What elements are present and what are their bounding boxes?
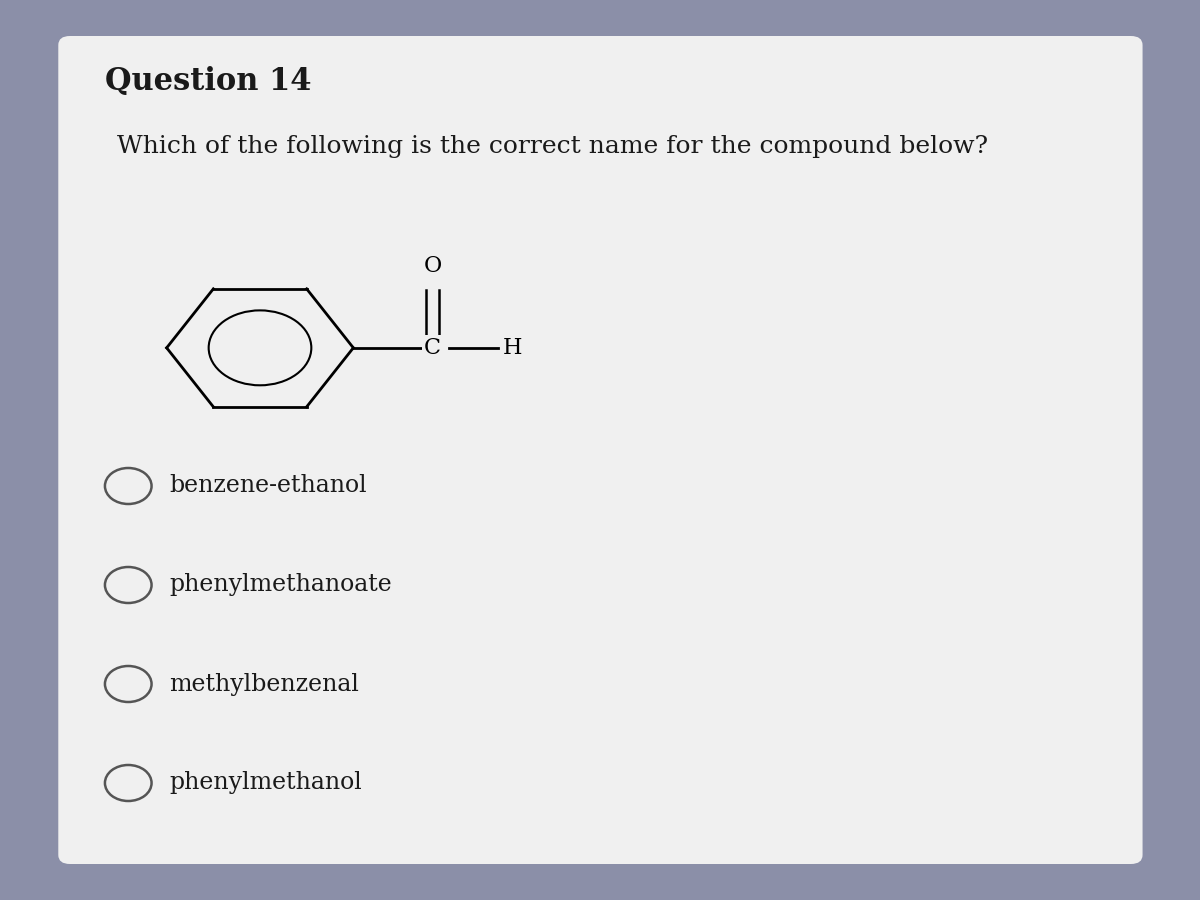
- Text: benzene-ethanol: benzene-ethanol: [169, 474, 367, 498]
- Text: phenylmethanoate: phenylmethanoate: [169, 573, 392, 597]
- Text: Which of the following is the correct name for the compound below?: Which of the following is the correct na…: [116, 135, 988, 158]
- Text: phenylmethanol: phenylmethanol: [169, 771, 362, 795]
- FancyBboxPatch shape: [59, 36, 1142, 864]
- Text: Question 14: Question 14: [104, 66, 312, 97]
- Text: H: H: [503, 337, 522, 359]
- Text: O: O: [424, 255, 442, 277]
- Text: C: C: [424, 337, 442, 359]
- Text: methylbenzenal: methylbenzenal: [169, 672, 359, 696]
